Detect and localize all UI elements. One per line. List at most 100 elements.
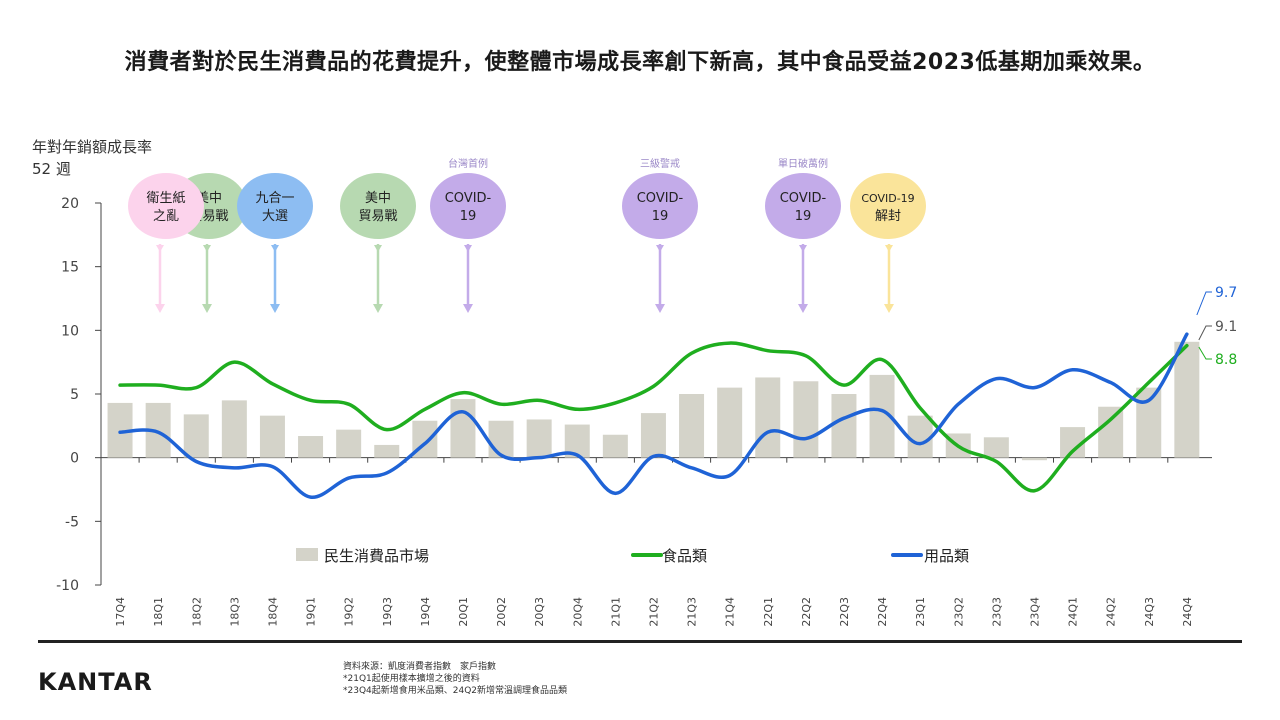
event-arrow-head — [798, 304, 808, 313]
source-notes: 資料來源：凱度消費者指數 家戶指數 *21Q1起使用樣本擴增之後的資料 *23Q… — [343, 661, 567, 697]
end-label-食品類: 8.8 — [1215, 352, 1237, 368]
event-marker-6: COVID- 19 單日破萬例 — [765, 157, 841, 313]
bar-18Q3 — [221, 400, 247, 458]
bar-22Q1 — [755, 377, 781, 458]
event-text-line-2: 大選 — [262, 209, 288, 224]
event-arrow-top — [156, 245, 164, 252]
x-tick-label-19Q2: 19Q2 — [343, 597, 356, 627]
y-tick-label: -10 — [56, 578, 79, 594]
lines-layer — [118, 332, 1189, 499]
event-arrow-top — [374, 245, 382, 252]
event-bubble — [128, 173, 204, 239]
event-text-line-2: 貿易戰 — [358, 209, 397, 224]
event-top-label: 台灣首例 — [448, 157, 488, 170]
end-label-用品類: 9.7 — [1215, 285, 1237, 301]
event-bubble — [850, 173, 926, 239]
event-arrow-top — [203, 245, 211, 252]
x-tick-label-18Q2: 18Q2 — [190, 597, 203, 627]
x-tick-label-22Q3: 22Q3 — [838, 597, 851, 627]
x-tick-label-19Q4: 19Q4 — [419, 597, 432, 627]
event-bubble — [430, 173, 506, 239]
event-text-line-1: 衛生紙 — [146, 191, 185, 206]
bar-23Q1 — [907, 415, 933, 458]
event-bubble — [622, 173, 698, 239]
bar-24Q3 — [1136, 387, 1162, 458]
event-text-line-2: 19 — [795, 209, 812, 224]
x-tick-label-19Q1: 19Q1 — [305, 597, 318, 627]
event-text-line-1: 九合一 — [255, 191, 294, 206]
y-tick-label: 5 — [70, 387, 79, 403]
event-arrow-head — [463, 304, 473, 313]
event-arrow-head — [202, 304, 212, 313]
bars-layer — [107, 341, 1200, 461]
x-tick-label-20Q4: 20Q4 — [571, 597, 584, 627]
bottom-divider — [38, 640, 1242, 643]
growth-chart: -10 -5 0 5 10 15 20 17Q4 18Q1 18Q2 18Q3 18Q4 19Q1 19Q… — [56, 157, 1237, 627]
x-tick-label-22Q2: 22Q2 — [800, 597, 813, 627]
bar-22Q3 — [831, 394, 857, 458]
labels-layer: 9.7 9.1 8.8 — [1196, 285, 1237, 368]
x-tick-label-20Q1: 20Q1 — [457, 597, 470, 627]
x-tick-label-21Q3: 21Q3 — [686, 597, 699, 627]
x-tick-label-23Q1: 23Q1 — [914, 597, 927, 627]
source-line-3: *23Q4起新增食用米品類、24Q2新增常溫調理食品品類 — [343, 686, 568, 696]
bar-22Q2 — [793, 381, 819, 458]
x-tick-label-17Q4: 17Q4 — [114, 597, 127, 627]
x-tick-label-18Q1: 18Q1 — [152, 597, 165, 627]
event-arrow-head — [884, 304, 894, 313]
bar-21Q4 — [717, 387, 743, 458]
event-top-label: 三級警戒 — [640, 157, 680, 170]
event-text-line-1: COVID- — [780, 191, 827, 206]
end-label-leader — [1196, 291, 1212, 316]
event-arrow-top — [799, 245, 807, 252]
goods-line — [118, 332, 1189, 499]
bar-19Q2 — [336, 429, 362, 458]
event-text-line-1: COVID- — [445, 191, 492, 206]
event-arrow-head — [155, 304, 165, 313]
food-line — [118, 341, 1189, 493]
x-tick-label-23Q3: 23Q3 — [990, 597, 1003, 627]
event-marker-7: COVID-19 解封 — [850, 173, 926, 313]
bar-20Q2 — [488, 420, 514, 458]
event-arrow-top — [656, 245, 664, 252]
event-arrow-top — [464, 245, 472, 252]
bar-18Q4 — [259, 415, 285, 458]
bar-21Q1 — [602, 434, 628, 458]
bar-21Q3 — [679, 394, 705, 458]
event-top-label: 單日破萬例 — [778, 157, 828, 170]
x-tick-label-20Q2: 20Q2 — [495, 597, 508, 627]
x-tick-label-24Q2: 24Q2 — [1105, 597, 1118, 627]
bar-24Q2 — [1098, 406, 1124, 458]
x-tick-label-23Q4: 23Q4 — [1028, 597, 1041, 627]
event-text-line-2: 19 — [460, 209, 477, 224]
x-tick-label-24Q3: 24Q3 — [1143, 597, 1156, 627]
end-label-民生消費品市場: 9.1 — [1215, 319, 1237, 335]
bar-20Q1 — [450, 399, 476, 458]
x-tick-label-21Q2: 21Q2 — [647, 597, 660, 627]
y-tick-label: -5 — [65, 514, 79, 530]
legend-layer: 民生消費品市場 食品類 用品類 — [296, 547, 969, 565]
event-text-line-2: 19 — [652, 209, 669, 224]
x-tick-label-18Q3: 18Q3 — [228, 597, 241, 627]
legend-label-食品類: 食品類 — [662, 547, 707, 565]
event-text-line-1: COVID- — [637, 191, 684, 206]
x-tick-label-21Q1: 21Q1 — [609, 597, 622, 627]
y-tick-label: 20 — [61, 196, 79, 212]
event-text-line-1: COVID-19 — [861, 192, 914, 205]
event-text-line-2: 之亂 — [153, 209, 179, 224]
y-tick-label: 10 — [61, 323, 79, 339]
legend-label-民生消費品市場: 民生消費品市場 — [324, 547, 429, 565]
x-tick-label-24Q4: 24Q4 — [1181, 597, 1194, 627]
x-tick-label-20Q3: 20Q3 — [533, 597, 546, 627]
end-label-leader — [1198, 325, 1212, 341]
bar-18Q2 — [183, 414, 209, 458]
x-tick-label-18Q4: 18Q4 — [266, 597, 279, 627]
source-line-2: *21Q1起使用樣本擴增之後的資料 — [343, 674, 480, 684]
legend-label-用品類: 用品類 — [924, 547, 969, 565]
x-tick-label-19Q3: 19Q3 — [381, 597, 394, 627]
y-axis-caption-line-1: 年對年銷額成長率 — [32, 138, 153, 156]
bar-23Q4 — [1021, 457, 1047, 461]
event-marker-5: COVID- 19 三級警戒 — [622, 157, 698, 313]
